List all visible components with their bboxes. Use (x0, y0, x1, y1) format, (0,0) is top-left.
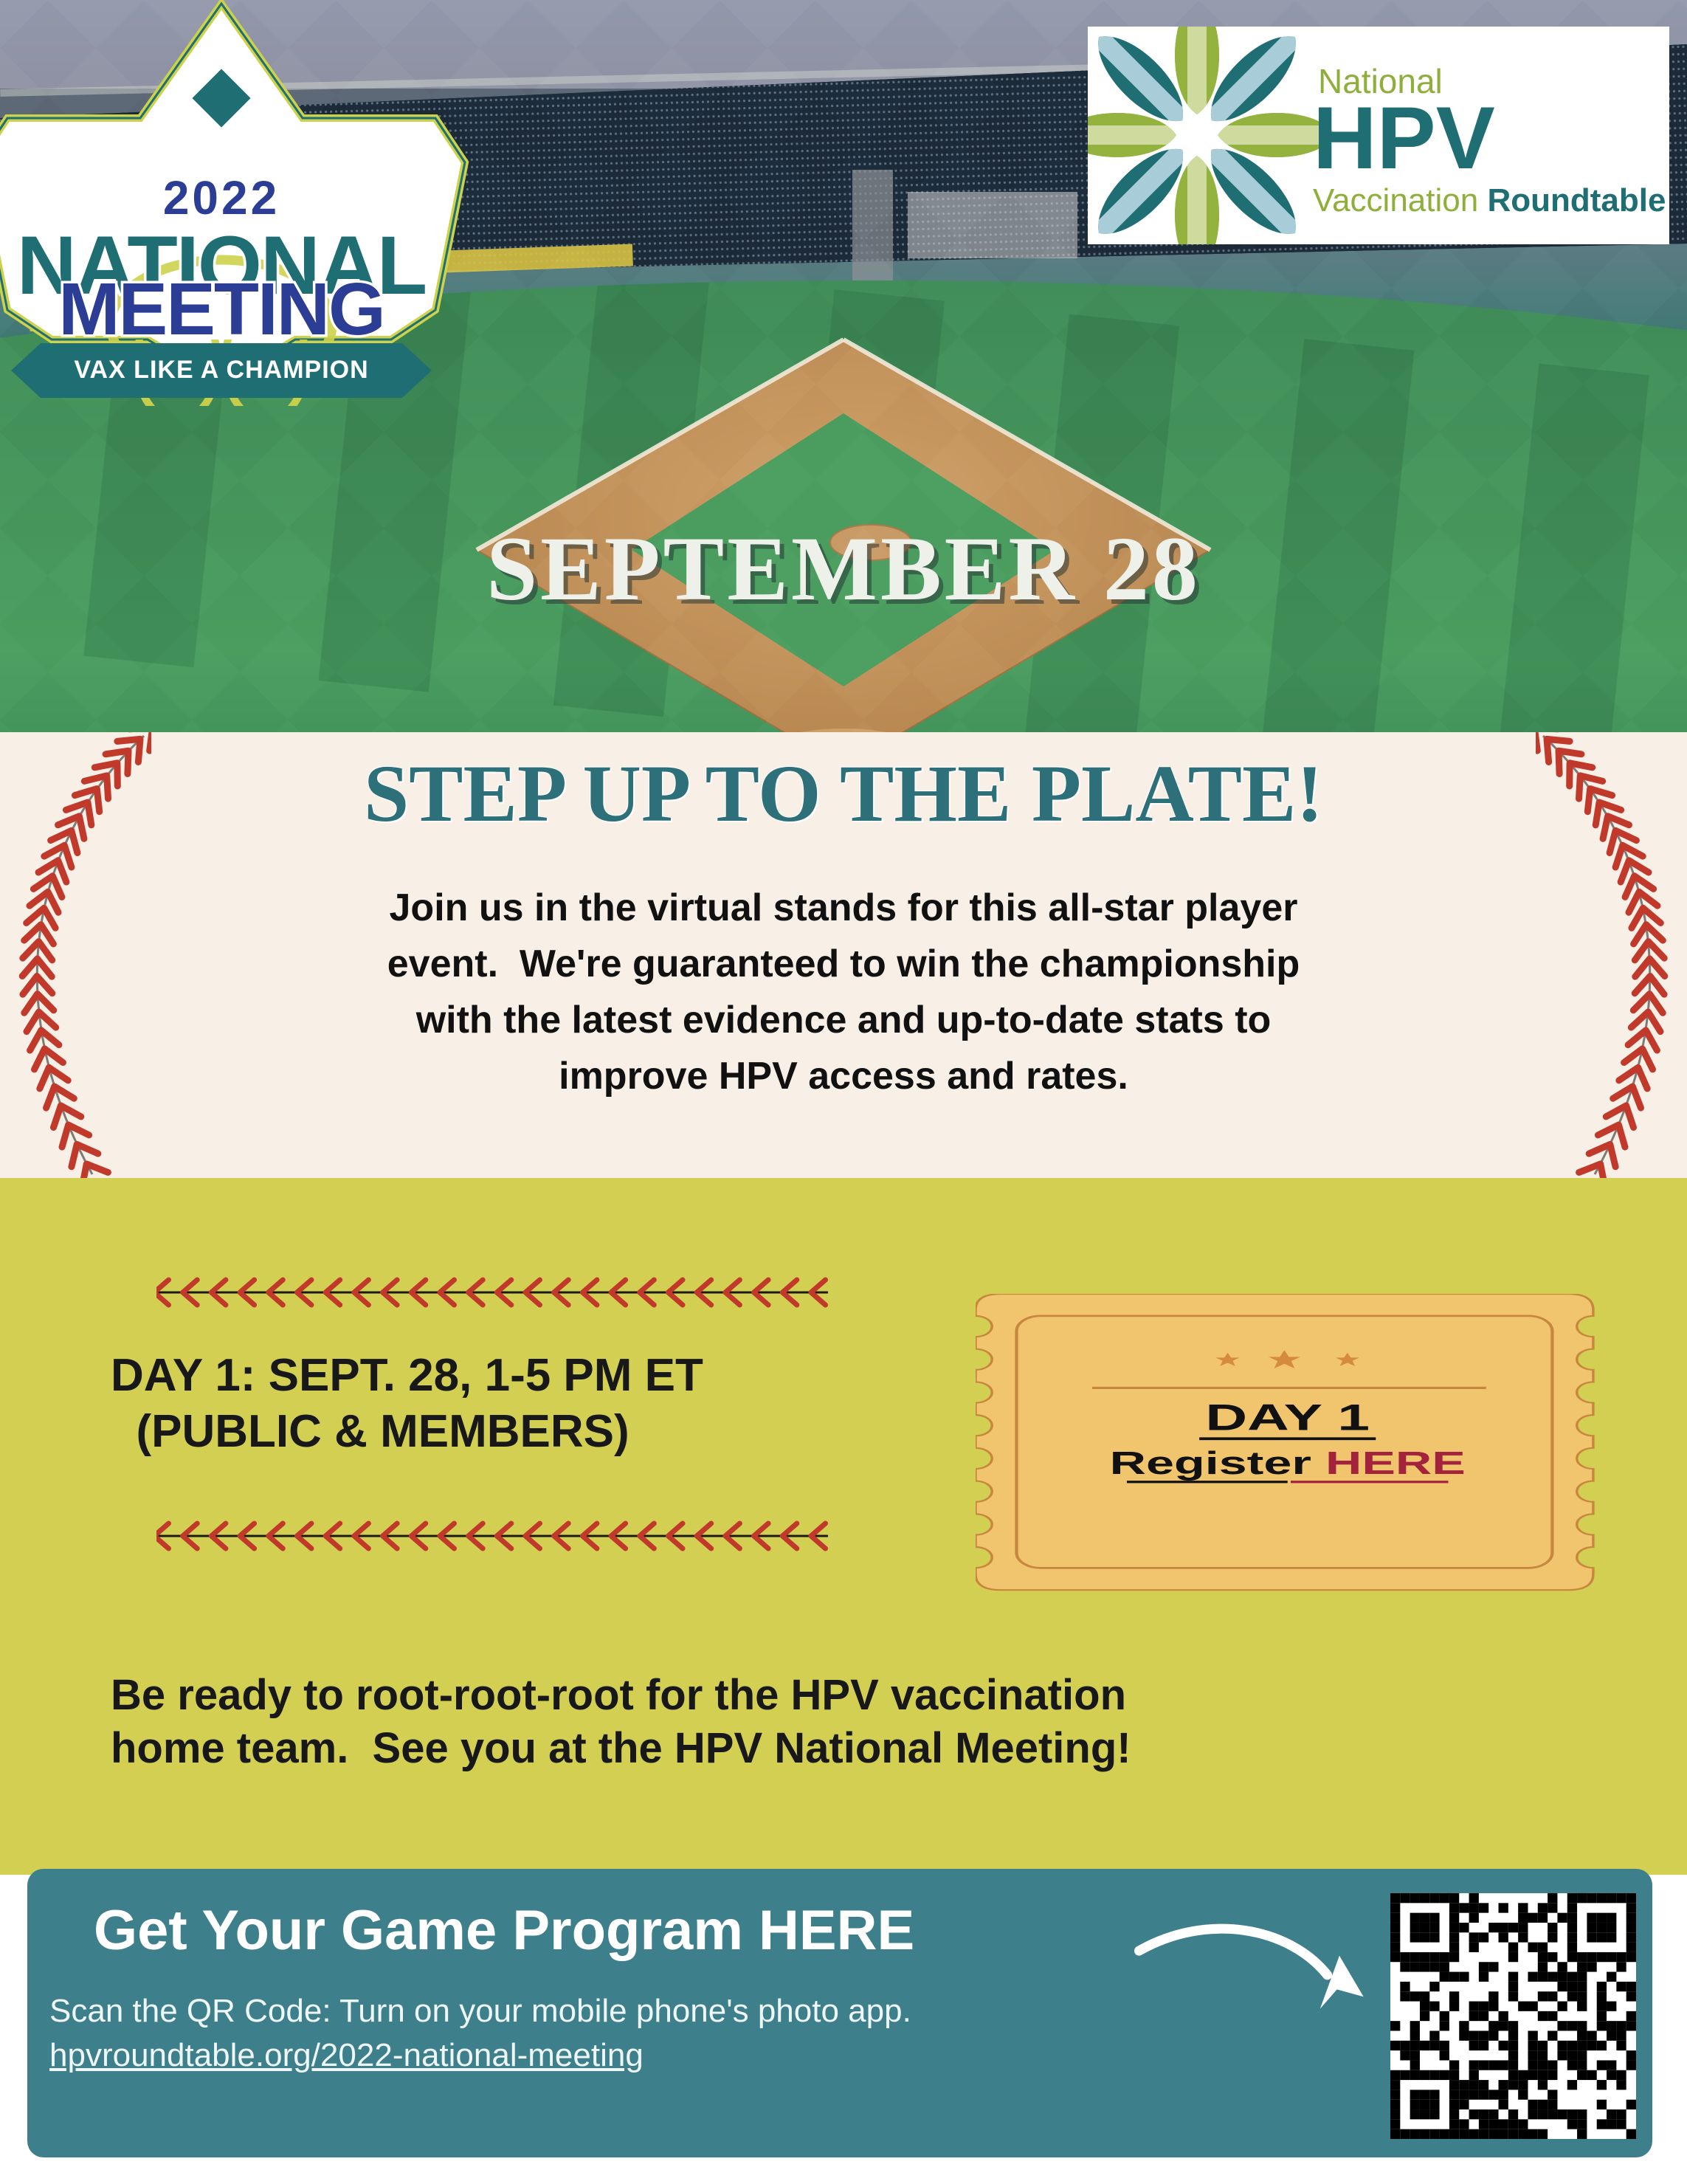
svg-text:VAX LIKE A CHAMPION: VAX LIKE A CHAMPION (74, 356, 368, 384)
svg-text:HPV: HPV (1313, 89, 1495, 187)
svg-text:Register HERE: Register HERE (1110, 1445, 1466, 1481)
svg-text:MEETING: MEETING (58, 268, 384, 351)
svg-text:Vaccination Roundtable: Vaccination Roundtable (1313, 182, 1666, 218)
svg-text:DAY 1: DAY 1 (1205, 1396, 1370, 1438)
svg-text:2022: 2022 (163, 171, 280, 224)
